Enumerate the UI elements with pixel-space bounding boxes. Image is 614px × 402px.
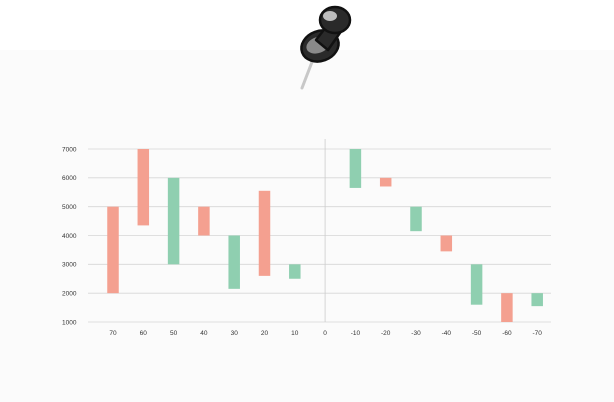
- range-bar: [349, 149, 362, 188]
- range-bar: [228, 235, 240, 289]
- x-tick-label: 50: [170, 330, 178, 337]
- y-tick-label: 1000: [62, 319, 77, 326]
- y-tick-label: 5000: [62, 204, 77, 211]
- range-bar: [470, 264, 483, 305]
- x-tick-label: 0: [323, 330, 327, 337]
- range-bar: [440, 235, 453, 252]
- range-bar: [107, 206, 119, 294]
- x-tick-label: -50: [472, 330, 482, 337]
- x-tick-label: -40: [442, 330, 452, 337]
- range-bar: [531, 293, 543, 307]
- range-bar: [258, 190, 271, 276]
- x-tick-label: 70: [109, 330, 117, 337]
- y-tick-label: 3000: [62, 262, 77, 269]
- x-tick-label: -60: [502, 330, 512, 337]
- y-tick-label: 7000: [62, 146, 77, 153]
- x-tick-label: 10: [291, 330, 299, 337]
- y-tick-label: 4000: [62, 233, 77, 240]
- x-tick-label: -70: [532, 330, 542, 337]
- paper-sheet: [0, 50, 614, 402]
- range-bar: [410, 206, 422, 232]
- range-bar: [198, 206, 210, 236]
- range-bar: [289, 264, 301, 279]
- x-tick-label: 30: [231, 330, 239, 337]
- x-tick-label: 20: [261, 330, 269, 337]
- x-tick-label: 60: [140, 330, 148, 337]
- x-tick-label: -30: [411, 330, 421, 337]
- range-bar: [379, 177, 392, 187]
- x-tick-label: -10: [351, 330, 361, 337]
- x-tick-label: -20: [381, 330, 391, 337]
- y-tick-label: 6000: [62, 175, 77, 182]
- x-tick-label: 40: [200, 330, 208, 337]
- pushpin-icon: [300, 5, 352, 90]
- range-bar: [167, 177, 180, 265]
- range-bar: [501, 293, 513, 322]
- range-bar: [137, 149, 150, 226]
- y-tick-label: 2000: [62, 290, 77, 297]
